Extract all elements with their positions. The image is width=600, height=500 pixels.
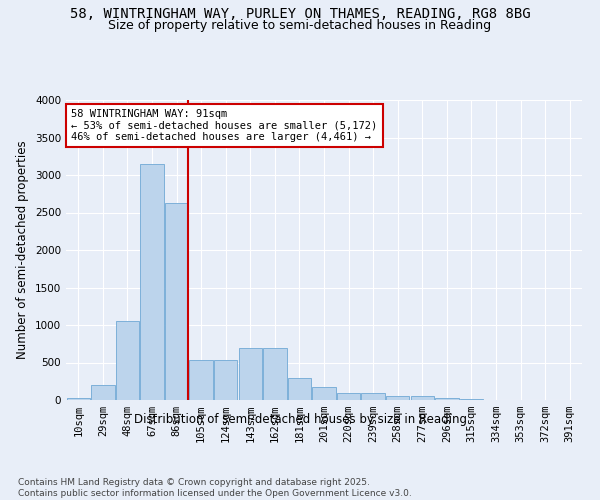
Bar — [239, 348, 262, 400]
Bar — [313, 387, 335, 400]
Bar — [435, 398, 458, 400]
Bar — [361, 393, 385, 400]
Bar — [91, 385, 115, 400]
Bar — [165, 203, 188, 400]
Y-axis label: Number of semi-detached properties: Number of semi-detached properties — [16, 140, 29, 360]
Bar — [67, 398, 90, 400]
Text: Contains HM Land Registry data © Crown copyright and database right 2025.
Contai: Contains HM Land Registry data © Crown c… — [18, 478, 412, 498]
Bar — [214, 360, 238, 400]
Bar — [386, 396, 409, 400]
Bar — [410, 396, 434, 400]
Bar — [460, 399, 483, 400]
Bar — [337, 393, 360, 400]
Bar — [263, 348, 287, 400]
Text: Size of property relative to semi-detached houses in Reading: Size of property relative to semi-detach… — [109, 18, 491, 32]
Text: Distribution of semi-detached houses by size in Reading: Distribution of semi-detached houses by … — [133, 412, 467, 426]
Bar — [116, 322, 139, 400]
Bar — [190, 360, 213, 400]
Bar — [140, 164, 164, 400]
Text: 58, WINTRINGHAM WAY, PURLEY ON THAMES, READING, RG8 8BG: 58, WINTRINGHAM WAY, PURLEY ON THAMES, R… — [70, 8, 530, 22]
Bar — [288, 378, 311, 400]
Text: 58 WINTRINGHAM WAY: 91sqm
← 53% of semi-detached houses are smaller (5,172)
46% : 58 WINTRINGHAM WAY: 91sqm ← 53% of semi-… — [71, 109, 377, 142]
